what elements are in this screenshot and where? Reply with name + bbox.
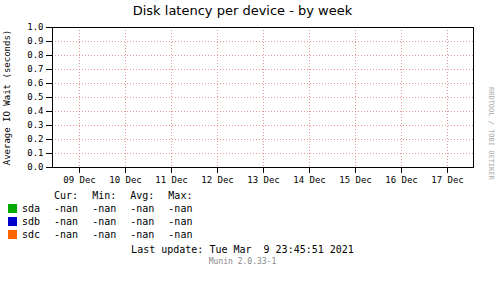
html-text:-nan: -nan: [168, 216, 193, 227]
html-text:-nan: -nan: [168, 203, 193, 214]
html-text:RRDTOOL / TOBI OETIKER: RRDTOOL / TOBI OETIKER: [487, 87, 495, 180]
html-text:-nan: -nan: [54, 203, 79, 214]
svg-text:09 Dec: 09 Dec: [63, 175, 96, 185]
html-text:-nan: -nan: [92, 229, 117, 240]
svg-text:0.1: 0.1: [27, 148, 43, 158]
html-text:Min:: Min:: [92, 190, 117, 201]
svg-text:0.5: 0.5: [27, 92, 43, 102]
svg-text:16 Dec: 16 Dec: [385, 175, 418, 185]
svg-text:10 Dec: 10 Dec: [109, 175, 142, 185]
svg-text:13 Dec: 13 Dec: [247, 175, 280, 185]
svg-text:12 Dec: 12 Dec: [201, 175, 234, 185]
html-text:-nan: -nan: [130, 203, 155, 214]
svg-text:0.2: 0.2: [27, 134, 43, 144]
html-text:-nan: -nan: [168, 229, 193, 240]
html-text:Munin 2.0.33-1: Munin 2.0.33-1: [208, 257, 277, 266]
svg-text:0.0: 0.0: [27, 162, 43, 172]
html-text:-nan: -nan: [54, 229, 79, 240]
html-text:sdc: sdc: [22, 229, 41, 240]
html-text:-nan: -nan: [54, 216, 79, 227]
svg-text:17 Dec: 17 Dec: [431, 175, 464, 185]
html-text:-nan: -nan: [130, 229, 155, 240]
svg-text:15 Dec: 15 Dec: [339, 175, 372, 185]
svg-text:0.9: 0.9: [27, 36, 43, 46]
html-text:-nan: -nan: [130, 216, 155, 227]
svg-text:0.6: 0.6: [27, 78, 43, 88]
svg-text:Average IO Wait (seconds): Average IO Wait (seconds): [2, 30, 12, 165]
svg-text:0.8: 0.8: [27, 50, 43, 60]
html-text:Avg:: Avg:: [130, 190, 155, 201]
html-text:Disk latency per device - by w: Disk latency per device - by week: [132, 3, 353, 18]
html-text:Max:: Max:: [168, 190, 193, 201]
svg-text:11 Dec: 11 Dec: [155, 175, 188, 185]
html-text:Last update: Tue Mar 9 23:45:5: Last update: Tue Mar 9 23:45:51 2021: [131, 244, 354, 255]
svg-text:0.7: 0.7: [27, 64, 43, 74]
html-text:Cur:: Cur:: [54, 190, 79, 201]
svg-text:0.3: 0.3: [27, 120, 43, 130]
html-text:-nan: -nan: [92, 216, 117, 227]
svg-text:14 Dec: 14 Dec: [293, 175, 326, 185]
svg-text:0.4: 0.4: [27, 106, 43, 116]
html-text:sda: sda: [22, 203, 41, 214]
html-text:-nan: -nan: [92, 203, 117, 214]
svg-text:1.0: 1.0: [27, 22, 43, 32]
html-text:sdb: sdb: [22, 216, 41, 227]
